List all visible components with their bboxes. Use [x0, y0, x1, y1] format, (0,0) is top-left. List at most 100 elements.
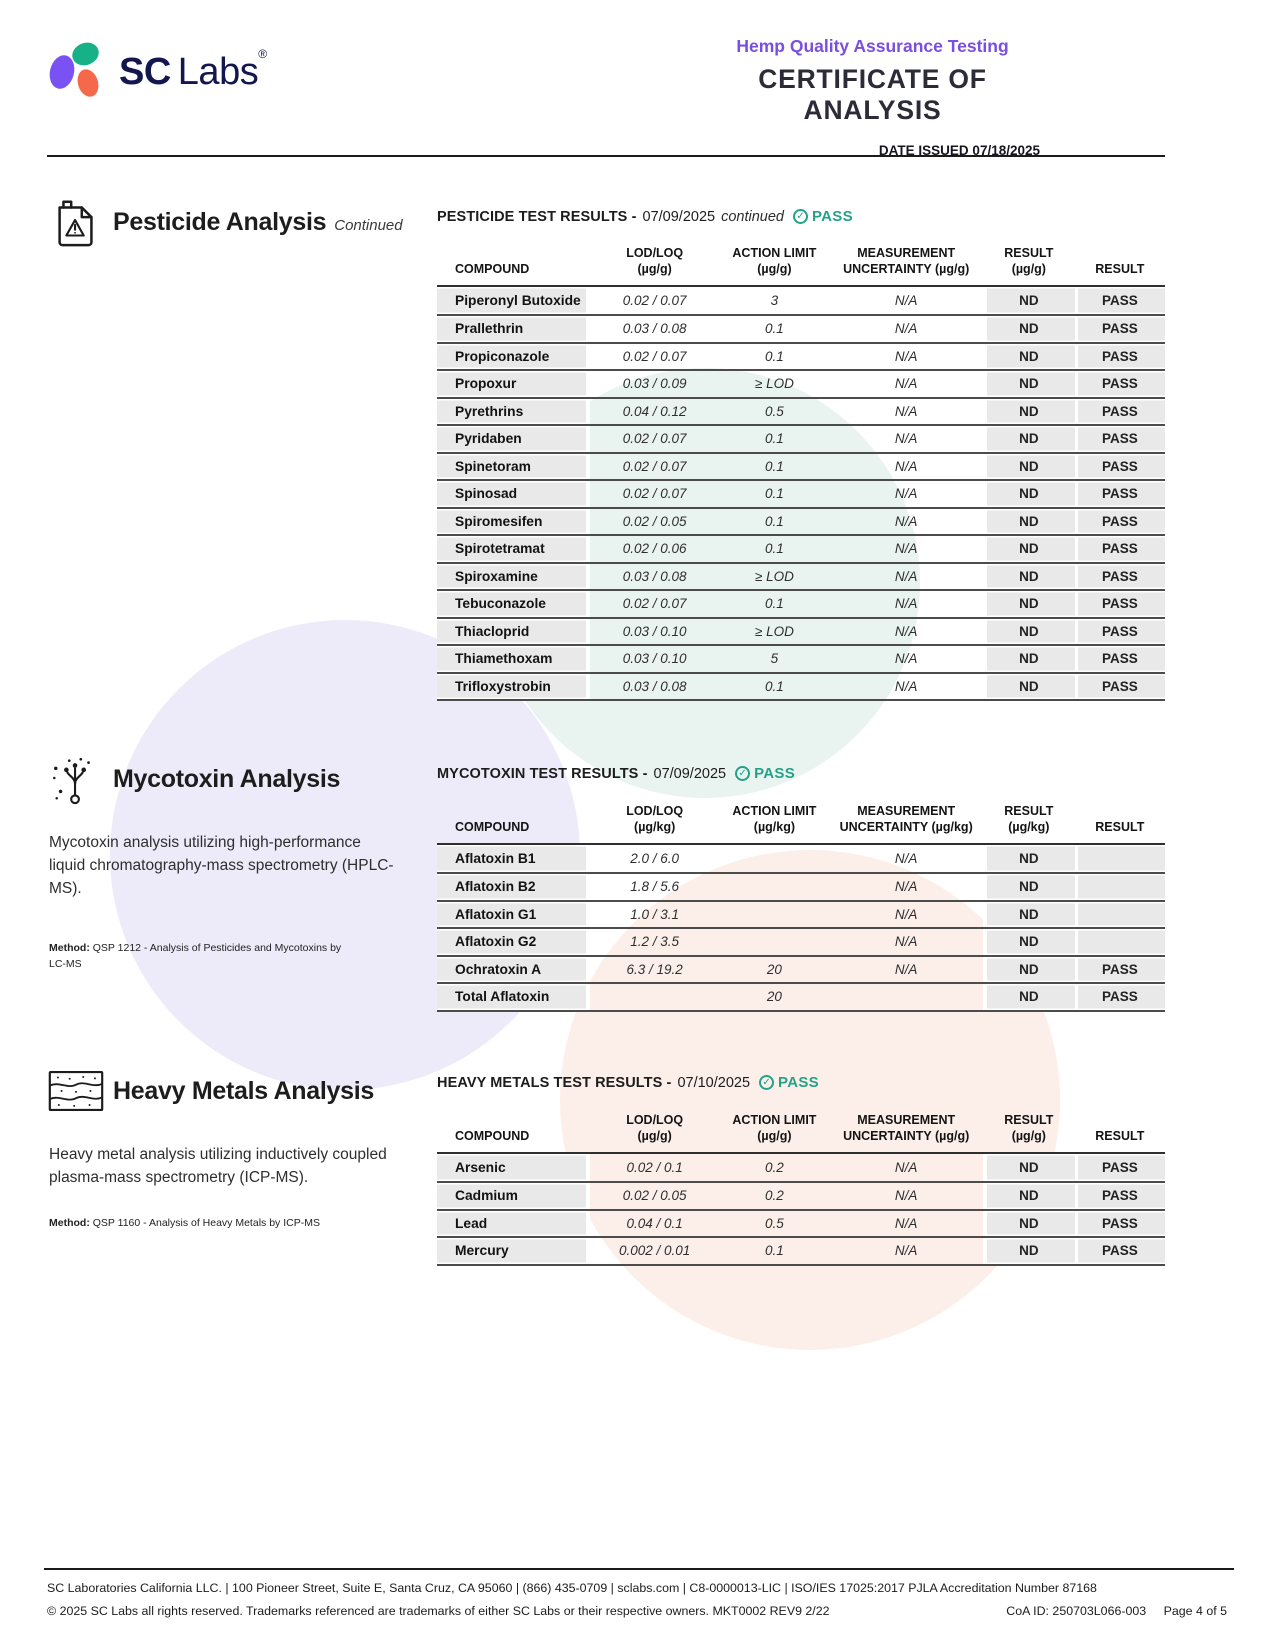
- table-row: Tebuconazole 0.02 / 0.07 0.1 N/A ND PASS: [437, 589, 1165, 617]
- results-label: MYCOTOXIN TEST RESULTS -: [437, 765, 648, 782]
- value-cell: N/A: [894, 376, 918, 392]
- value-cell: [1074, 844, 1165, 872]
- footer-legal-row: © 2025 SC Labs all rights reserved. Trad…: [47, 1604, 1227, 1618]
- value-cell: ND: [982, 371, 1075, 397]
- column-header: ACTION LIMIT (µg/kg): [732, 804, 817, 835]
- section-subtitle: Continued: [334, 216, 403, 234]
- value-cell: 0.04 / 0.12: [622, 403, 687, 419]
- table-row: Spiromesifen 0.02 / 0.05 0.1 N/A ND PASS: [437, 506, 1165, 534]
- results-title: MYCOTOXIN TEST RESULTS - 07/09/2025 ✓ PA…: [437, 765, 1165, 782]
- value-cell: PASS: [1074, 646, 1165, 672]
- value-cell: N/A: [894, 458, 918, 474]
- logo-wordmark: SC Labs®: [119, 47, 267, 94]
- results-date: 07/09/2025: [642, 208, 716, 225]
- table-body: Aflatoxin B1 2.0 / 6.0 N/A ND Aflatoxin B2 1.…: [437, 844, 1165, 1012]
- value-cell: 0.03 / 0.10: [622, 651, 687, 667]
- value-cell: PASS: [1074, 536, 1165, 562]
- value-cell: N/A: [894, 321, 918, 337]
- table-row: Arsenic 0.02 / 0.1 0.2 N/A ND PASS: [437, 1153, 1165, 1181]
- document-header: Hemp Quality Assurance Testing CERTIFICA…: [705, 36, 1040, 158]
- mycotoxin-section-heading: Mycotoxin Analysis Mycotoxin analysis ut…: [47, 750, 437, 972]
- value-cell: PASS: [1074, 398, 1165, 424]
- column-header: RESULT: [1095, 262, 1145, 277]
- value-cell: [590, 984, 720, 1010]
- table-row: Ochratoxin A 6.3 / 19.2 20 N/A ND PASS: [437, 954, 1165, 982]
- value-cell: N/A: [894, 678, 918, 694]
- table-row: Total Aflatoxin 20 ND PASS: [437, 982, 1165, 1010]
- value-cell: ND: [982, 874, 1075, 900]
- table-row: Thiamethoxam 0.03 / 0.10 5 N/A ND PASS: [437, 644, 1165, 672]
- results-label: PESTICIDE TEST RESULTS -: [437, 208, 637, 225]
- value-cell: N/A: [894, 513, 918, 529]
- table-row: Mercury 0.002 / 0.01 0.1 N/A ND PASS: [437, 1236, 1165, 1264]
- column-header: MEASUREMENT UNCERTAINTY (µg/g): [843, 246, 970, 277]
- value-cell: N/A: [894, 934, 918, 950]
- value-cell: PASS: [1074, 618, 1165, 644]
- compound-cell: Spirotetramat: [437, 536, 590, 562]
- value-cell: 0.02 / 0.07: [622, 348, 687, 364]
- value-cell: [1074, 929, 1165, 955]
- table-header-row: COMPOUND LOD/LOQ (µg/g) ACTION LIMIT (µg/g) M…: [437, 245, 1165, 287]
- value-cell: PASS: [1074, 1210, 1165, 1236]
- value-cell: N/A: [894, 1159, 918, 1175]
- compound-cell: Aflatoxin B1: [437, 844, 590, 872]
- value-cell: 1.8 / 5.6: [630, 879, 680, 895]
- value-cell: N/A: [894, 541, 918, 557]
- value-cell: [829, 984, 983, 1010]
- section-title: Mycotoxin Analysis: [113, 764, 341, 793]
- value-cell: 0.002 / 0.01: [619, 1243, 691, 1259]
- method-text: QSP 1212 - Analysis of Pesticides and My…: [49, 941, 342, 970]
- compound-cell: Piperonyl Butoxide: [437, 286, 590, 314]
- value-cell: 6.3 / 19.2: [626, 961, 683, 977]
- program-name: Hemp Quality Assurance Testing: [736, 36, 1009, 56]
- pass-check-icon: ✓: [792, 209, 808, 224]
- value-cell: PASS: [1074, 984, 1165, 1010]
- value-cell: 0.1: [765, 458, 784, 474]
- value-cell: N/A: [894, 292, 918, 308]
- value-cell: 0.02 / 0.06: [622, 541, 687, 557]
- value-cell: N/A: [894, 623, 918, 639]
- value-cell: ND: [982, 618, 1075, 644]
- compound-cell: Thiamethoxam: [437, 646, 590, 672]
- section-description: Heavy metal analysis utilizing inductive…: [49, 1146, 387, 1186]
- value-cell: N/A: [894, 879, 918, 895]
- value-cell: 0.03 / 0.08: [622, 321, 687, 337]
- value-cell: 0.1: [765, 513, 784, 529]
- decorative-circle-peach: [560, 850, 1060, 1350]
- compound-cell: Ochratoxin A: [437, 956, 590, 982]
- value-cell: 3: [770, 292, 779, 308]
- value-cell: PASS: [1074, 563, 1165, 589]
- value-cell: 0.1: [765, 596, 784, 612]
- compound-cell: Aflatoxin G2: [437, 929, 590, 955]
- value-cell: [1074, 874, 1165, 900]
- column-header: MEASUREMENT UNCERTAINTY (µg/kg): [839, 804, 973, 835]
- compound-cell: Spinetoram: [437, 453, 590, 479]
- value-cell: PASS: [1074, 1153, 1165, 1181]
- value-cell: 0.2: [765, 1159, 784, 1175]
- compound-cell: Thiacloprid: [437, 618, 590, 644]
- method-label: Method:: [49, 941, 90, 954]
- logo-text-sc: SC: [119, 50, 171, 93]
- value-cell: PASS: [1074, 956, 1165, 982]
- compound-cell: Total Aflatoxin: [437, 984, 590, 1010]
- section-method: Method: QSP 1160 - Analysis of Heavy Met…: [49, 1216, 349, 1232]
- value-cell: [1074, 901, 1165, 927]
- section-title: Heavy Metals Analysis: [113, 1076, 374, 1105]
- value-cell: 0.1: [765, 678, 784, 694]
- footer-right: CoA ID: 250703L066-003 Page 4 of 5: [1006, 1604, 1227, 1618]
- value-cell: N/A: [894, 348, 918, 364]
- value-cell: 0.03 / 0.09: [622, 376, 687, 392]
- table-header-row: COMPOUND LOD/LOQ (µg/kg) ACTION LIMIT (µg/kg…: [437, 803, 1165, 845]
- value-cell: 0.1: [765, 431, 784, 447]
- value-cell: N/A: [894, 651, 918, 667]
- value-cell: N/A: [894, 1215, 918, 1231]
- footer-copyright: © 2025 SC Labs all rights reserved. Trad…: [47, 1604, 830, 1618]
- column-header: LOD/LOQ (µg/g): [626, 1113, 684, 1144]
- value-cell: ND: [982, 453, 1075, 479]
- value-cell: ≥ LOD: [754, 376, 794, 392]
- table-row: Spinetoram 0.02 / 0.07 0.1 N/A ND PASS: [437, 451, 1165, 479]
- compound-cell: Pyridaben: [437, 426, 590, 452]
- heavy-metals-results-block: HEAVY METALS TEST RESULTS - 07/10/2025 ✓…: [437, 1074, 1165, 1266]
- value-cell: 0.02 / 0.05: [622, 513, 687, 529]
- value-cell: 20: [766, 961, 782, 977]
